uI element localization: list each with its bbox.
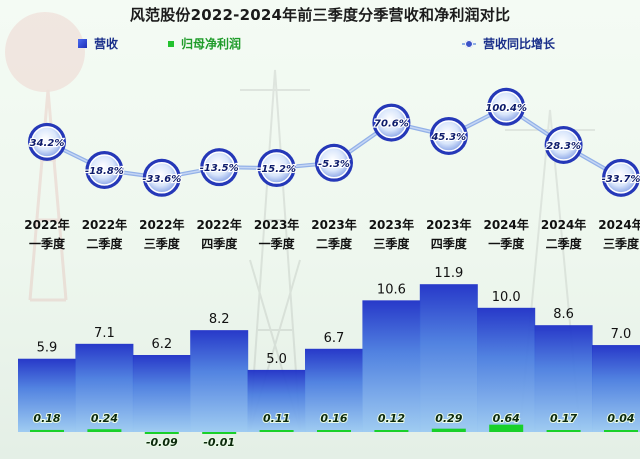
category-year-label: 2023年: [311, 217, 356, 232]
net-profit-value-label: 0.24: [91, 412, 118, 425]
yoy-value-label: -15.2%: [257, 164, 296, 175]
net-profit-value-label: 0.18: [33, 412, 60, 425]
revenue-value-label: 8.2: [209, 312, 230, 327]
revenue-bar: [477, 307, 536, 432]
net-profit-value-label: 0.11: [263, 412, 290, 425]
revenue-value-label: 6.7: [324, 331, 345, 346]
legend-yoy-swatch: [462, 39, 476, 49]
revenue-value-label: 5.9: [37, 341, 58, 356]
legend-net-profit-swatch: [168, 40, 174, 47]
net-profit-value-label: 0.64: [493, 412, 520, 425]
net-profit-value-label: 0.16: [320, 412, 347, 425]
revenue-bar: [75, 343, 134, 432]
yoy-value-label: 70.6%: [374, 119, 409, 130]
category-quarter-label: 二季度: [546, 236, 583, 251]
yoy-marker-disc: [605, 162, 637, 194]
legend-revenue-swatch: [78, 39, 87, 48]
revenue-value-label: 5.0: [266, 352, 287, 367]
legend-revenue: 营收: [78, 35, 118, 52]
net-profit-bar: [144, 432, 179, 434]
category-quarter-label: 四季度: [431, 236, 468, 251]
net-profit-value-label: -0.09: [146, 436, 178, 449]
category-year-label: 2023年: [369, 217, 414, 232]
net-profit-value-label: 0.04: [607, 412, 634, 425]
revenue-bar: [362, 300, 421, 432]
yoy-value-label: -18.8%: [85, 166, 124, 177]
legend-net-profit-label: 归母净利润: [181, 37, 242, 51]
category-quarter-label: 三季度: [603, 236, 640, 251]
net-profit-bar: [604, 430, 638, 432]
net-profit-bar: [489, 424, 524, 432]
revenue-value-label: 10.6: [377, 282, 406, 297]
category-year-label: 2022年: [139, 217, 184, 232]
category-year-label: 2022年: [196, 217, 241, 232]
category-year-label: 2022年: [24, 217, 69, 232]
revenue-bar: [132, 354, 191, 432]
yoy-marker-disc: [490, 91, 522, 123]
legend-yoy-growth: 营收同比增长: [462, 35, 555, 52]
revenue-bar: [190, 330, 249, 432]
revenue-value-label: 11.9: [434, 266, 463, 281]
yoy-marker-disc: [433, 120, 465, 152]
net-profit-bar: [374, 430, 409, 432]
category-quarter-label: 一季度: [259, 236, 296, 251]
category-year-label: 2024年: [483, 217, 528, 232]
category-quarter-label: 一季度: [29, 236, 66, 251]
category-quarter-label: 三季度: [144, 236, 181, 251]
yoy-value-label: -33.7%: [602, 174, 640, 185]
yoy-value-label: 28.3%: [546, 141, 581, 152]
yoy-value-label: 100.4%: [485, 103, 527, 114]
category-year-label: 2024年: [598, 217, 640, 232]
yoy-value-label: -13.5%: [200, 163, 239, 174]
net-profit-bar: [202, 432, 237, 434]
yoy-marker-disc: [547, 129, 580, 161]
revenue-bar: [305, 348, 363, 432]
revenue-bar: [592, 345, 640, 432]
net-profit-bar: [87, 429, 122, 432]
yoy-marker-disc: [375, 106, 408, 139]
net-profit-value-label: 0.29: [435, 412, 462, 425]
revenue-bar: [18, 358, 76, 432]
net-profit-bar: [431, 428, 466, 432]
net-profit-bar: [30, 429, 64, 432]
revenue-bar: [247, 369, 306, 432]
revenue-value-label: 6.2: [151, 337, 172, 352]
yoy-value-label: -33.6%: [142, 174, 181, 185]
yoy-marker-disc: [146, 162, 178, 194]
revenue-value-label: 10.0: [492, 290, 521, 305]
revenue-value-label: 7.1: [94, 326, 115, 341]
net-profit-bar: [546, 430, 581, 432]
category-quarter-label: 四季度: [201, 236, 238, 251]
category-quarter-label: 二季度: [86, 236, 123, 251]
legend-net-profit: 归母净利润: [168, 35, 241, 52]
yoy-value-label: -5.3%: [318, 159, 350, 170]
yoy-value-label: 34.2%: [30, 138, 65, 149]
category-year-label: 2024年: [541, 217, 586, 232]
revenue-value-label: 7.0: [611, 327, 632, 342]
revenue-value-label: 8.6: [553, 307, 574, 322]
net-profit-bar: [317, 430, 351, 432]
revenue-bar: [534, 325, 593, 432]
revenue-bar: [419, 284, 478, 432]
legend-revenue-label: 营收: [94, 37, 119, 51]
category-year-label: 2023年: [426, 217, 471, 232]
category-quarter-label: 二季度: [316, 236, 353, 251]
yoy-marker-disc: [88, 154, 121, 186]
net-profit-bar: [259, 430, 294, 432]
net-profit-value-label: 0.12: [378, 412, 405, 425]
chart-title: 风范股份2022-2024年前三季度分季营收和净利润对比: [129, 6, 511, 24]
yoy-marker-disc: [31, 126, 63, 158]
net-profit-value-label: -0.01: [203, 436, 235, 449]
yoy-value-label: 45.3%: [430, 132, 466, 143]
yoy-marker-disc: [260, 152, 293, 184]
category-quarter-label: 一季度: [488, 236, 525, 251]
category-quarter-label: 三季度: [373, 236, 410, 251]
net-profit-value-label: 0.17: [550, 412, 577, 425]
legend-yoy-label: 营收同比增长: [483, 37, 556, 51]
category-year-label: 2022年: [82, 217, 127, 232]
yoy-marker-disc: [203, 151, 235, 183]
category-year-label: 2023年: [254, 217, 299, 232]
yoy-marker-disc: [318, 147, 350, 179]
